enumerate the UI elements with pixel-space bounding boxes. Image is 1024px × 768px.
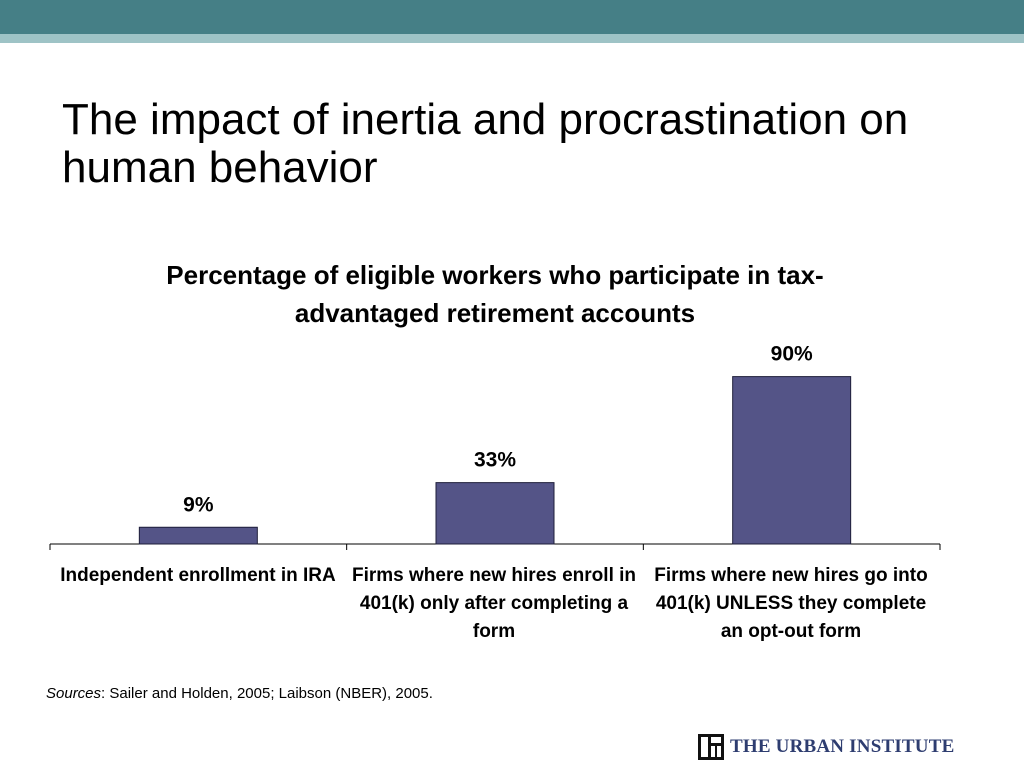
sources-note: Sources: Sailer and Holden, 2005; Laibso…	[46, 684, 433, 704]
bar-2	[435, 482, 555, 545]
urban-institute-logo-icon	[698, 734, 724, 760]
sources-text: : Sailer and Holden, 2005; Laibson (NBER…	[101, 685, 433, 702]
data-label-2: 33%	[474, 449, 516, 472]
logo-text: THE URBAN INSTITUTE	[730, 736, 955, 757]
sources-label: Sources	[46, 685, 102, 702]
header-bar	[0, 0, 1024, 34]
urban-institute-logo: THE URBAN INSTITUTE	[698, 733, 954, 761]
slide-title: The impact of inertia and procrastinatio…	[62, 95, 909, 192]
data-label-1: 9%	[183, 493, 214, 516]
header-stripe	[0, 34, 1024, 43]
data-label-3: 90%	[771, 343, 813, 366]
chart-title: Percentage of eligible workers who parti…	[166, 260, 824, 328]
bar-chart: 9% 33% 90%	[49, 343, 941, 550]
category-label-ira: Independent enrollment in IRA	[60, 565, 336, 586]
bar-3	[732, 376, 852, 545]
category-label-opt-in: Firms where new hires enroll in 401(k) o…	[351, 565, 637, 642]
category-label-opt-out: Firms where new hires go into 401(k) UNL…	[654, 565, 928, 642]
bar-1	[138, 526, 258, 545]
